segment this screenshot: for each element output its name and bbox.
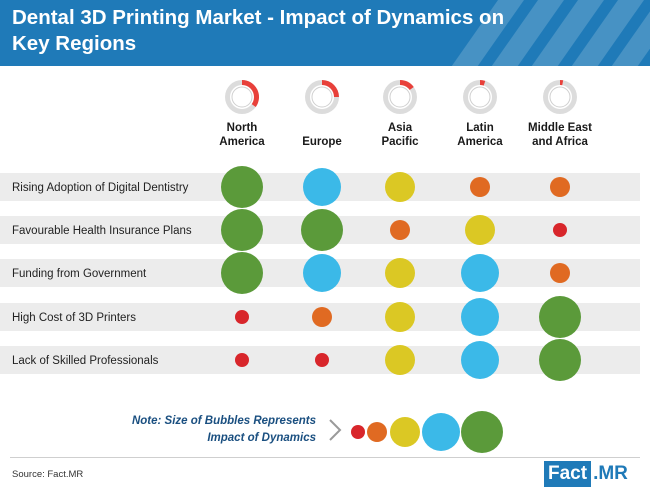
legend-bubble-level-3 (390, 417, 420, 447)
logo-fact: Fact (544, 461, 592, 487)
gauge-center-europe (310, 85, 334, 109)
factmr-logo: Fact . MR (544, 461, 628, 487)
column-header-middle-east-and-africa-line1: Middle East (528, 122, 592, 134)
bubble-favourable-health-insurance-plans-asia-pacific (390, 220, 410, 240)
column-header-north-america-line1: North (227, 122, 258, 134)
bubble-funding-from-government-middle-east-and-africa (550, 263, 570, 283)
bubble-high-cost-of-3d-printers-europe (312, 307, 332, 327)
bubble-high-cost-of-3d-printers-latin-america (461, 298, 499, 336)
legend-bubble-level-4 (422, 413, 460, 451)
footer-divider (10, 457, 640, 458)
gauge-center-asia-pacific (388, 85, 412, 109)
bubble-funding-from-government-europe (303, 254, 341, 292)
bubble-rising-adoption-of-digital-dentistry-north-america (221, 166, 263, 208)
column-header-latin-america-line1: Latin (466, 122, 493, 134)
bubble-favourable-health-insurance-plans-north-america (221, 209, 263, 251)
legend-note-line2: Impact of Dynamics (207, 432, 316, 444)
legend-bubble-level-5 (461, 411, 503, 453)
bubble-high-cost-of-3d-printers-north-america (235, 310, 249, 324)
row-label-high-cost-of-3d-printers: High Cost of 3D Printers (12, 312, 136, 324)
gauge-inner-ring-europe (311, 86, 333, 108)
bubble-favourable-health-insurance-plans-europe (301, 209, 343, 251)
bubble-lack-of-skilled-professionals-asia-pacific (385, 345, 415, 375)
bubble-funding-from-government-north-america (221, 252, 263, 294)
bubble-lack-of-skilled-professionals-europe (315, 353, 329, 367)
row-label-lack-of-skilled-professionals: Lack of Skilled Professionals (12, 355, 159, 367)
bubble-high-cost-of-3d-printers-asia-pacific (385, 302, 415, 332)
gauge-inner-ring-latin-america (469, 86, 491, 108)
bubble-rising-adoption-of-digital-dentistry-latin-america (470, 177, 490, 197)
column-header-europe-line1: Europe (302, 136, 342, 148)
bubble-high-cost-of-3d-printers-middle-east-and-africa (539, 296, 581, 338)
row-label-favourable-health-insurance-plans: Favourable Health Insurance Plans (12, 225, 192, 237)
column-header-latin-america-line2: America (457, 136, 503, 148)
column-header-asia-pacific-line2: Pacific (381, 136, 419, 148)
source-label: Source: Fact.MR (12, 469, 84, 480)
bubble-funding-from-government-asia-pacific (385, 258, 415, 288)
bubble-favourable-health-insurance-plans-middle-east-and-africa (553, 223, 567, 237)
bubble-lack-of-skilled-professionals-north-america (235, 353, 249, 367)
gauge-inner-ring-middle-east-and-africa (549, 86, 571, 108)
chevron-right-icon (329, 419, 342, 441)
legend-note-line1: Note: Size of Bubbles Represents (131, 415, 316, 427)
column-header-asia-pacific-line1: Asia (388, 122, 413, 134)
gauge-inner-ring-north-america (231, 86, 253, 108)
bubble-favourable-health-insurance-plans-latin-america (465, 215, 495, 245)
bubble-rising-adoption-of-digital-dentistry-europe (303, 168, 341, 206)
legend-bubble-level-1 (351, 425, 365, 439)
column-header-north-america-line2: America (219, 136, 265, 148)
logo-mr: MR (598, 463, 628, 484)
row-label-rising-adoption-of-digital-dentistry: Rising Adoption of Digital Dentistry (12, 182, 189, 194)
bubble-funding-from-government-latin-america (461, 254, 499, 292)
bubble-rising-adoption-of-digital-dentistry-asia-pacific (385, 172, 415, 202)
gauge-center-north-america (230, 85, 254, 109)
logo-dot: . (593, 463, 599, 484)
gauge-center-latin-america (468, 85, 492, 109)
bubble-lack-of-skilled-professionals-latin-america (461, 341, 499, 379)
bubble-lack-of-skilled-professionals-middle-east-and-africa (539, 339, 581, 381)
gauge-inner-ring-asia-pacific (389, 86, 411, 108)
row-label-funding-from-government: Funding from Government (12, 268, 147, 280)
bubble-rising-adoption-of-digital-dentistry-middle-east-and-africa (550, 177, 570, 197)
legend-note: Note: Size of Bubbles Represents Impact … (110, 413, 316, 447)
gauge-center-middle-east-and-africa (548, 85, 572, 109)
legend-bubble-level-2 (367, 422, 387, 442)
column-header-middle-east-and-africa-line2: and Africa (532, 136, 588, 148)
header-banner: Dental 3D Printing Market - Impact of Dy… (0, 0, 650, 66)
page-title: Dental 3D Printing Market - Impact of Dy… (12, 6, 505, 55)
